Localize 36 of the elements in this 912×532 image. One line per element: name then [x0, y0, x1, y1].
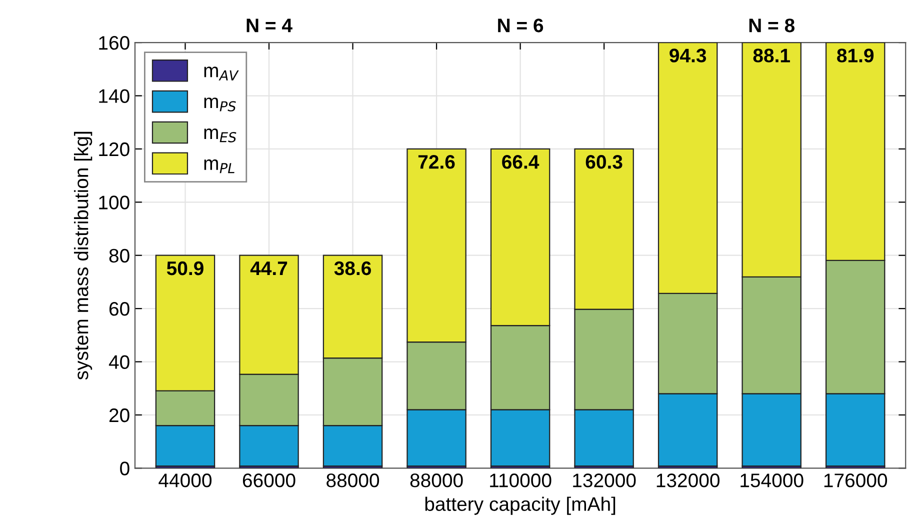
- data-label: 88.1: [753, 48, 790, 62]
- data-label: 50.9: [166, 261, 204, 276]
- y-tick-label: 140: [99, 89, 130, 103]
- x-tick-label: 88000: [410, 474, 463, 488]
- y-tick-label: 160: [99, 36, 130, 50]
- y-tick-label: 60: [109, 302, 130, 316]
- x-tick-label: 132000: [573, 474, 636, 488]
- data-label: 60.3: [586, 155, 622, 169]
- x-tick-label: 66000: [242, 474, 296, 488]
- y-tick-label: 120: [99, 142, 130, 156]
- data-label: 66.4: [502, 155, 540, 169]
- x-tick-label: 132000: [656, 474, 720, 488]
- text: N = 8: [749, 18, 795, 32]
- y-axis-title: system mass distribution [kg]: [74, 132, 92, 380]
- x-axis-title: battery capacity [mAh]: [425, 496, 616, 515]
- legend-label: m$_{PL}$: [204, 159, 234, 174]
- text: N = 4: [246, 18, 292, 32]
- x-tick-label: 44000: [158, 474, 212, 488]
- y-tick-label: 40: [108, 355, 130, 369]
- data-label: 94.3: [670, 48, 706, 62]
- x-tick-label: 88000: [326, 474, 380, 488]
- data-label: 38.6: [334, 261, 371, 276]
- legend-label: m$_{PS}$: [204, 98, 236, 112]
- x-tick-label: 154000: [740, 474, 804, 488]
- y-tick-label: 20: [109, 408, 130, 422]
- x-tick-label: 176000: [824, 474, 888, 488]
- data-label: 81.9: [837, 48, 874, 62]
- legend-label: m$_{AV}$: [204, 66, 239, 80]
- legend-label: m$_{ES}$: [204, 128, 236, 142]
- y-tick-label: 100: [99, 196, 130, 210]
- y-tick-label: 80: [109, 248, 130, 263]
- text: N = 6: [498, 18, 544, 32]
- data-label: 72.6: [418, 155, 455, 169]
- data-label: 44.7: [250, 262, 288, 276]
- x-tick-label: 110000: [490, 474, 552, 488]
- y-tick-label: 0: [120, 462, 130, 476]
